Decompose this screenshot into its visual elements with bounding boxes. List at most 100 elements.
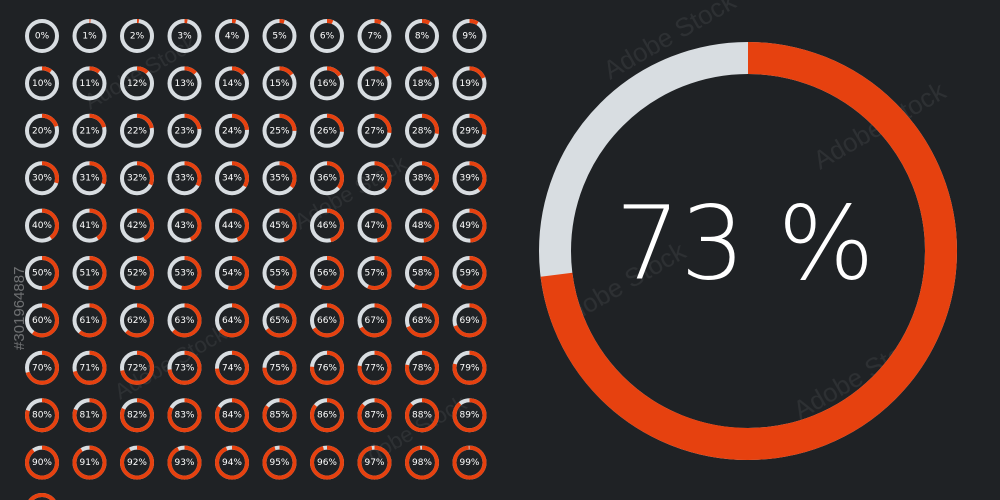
percent-ring-item: 36% [310,161,344,196]
percent-ring-progress [167,445,202,480]
percent-ring-progress [357,19,392,53]
percent-ring-progress [262,208,297,243]
percent-ring-item: 16% [310,66,344,101]
percent-ring-item: 38% [405,161,439,196]
percent-ring-progress [25,113,59,148]
percent-ring-item: 99% [452,445,487,480]
percent-ring-label: 21% [79,126,99,136]
percent-ring-item: 86% [310,398,344,433]
percent-ring-item: 89% [452,398,487,433]
percent-ring-label: 42% [127,221,147,231]
percent-ring-item: 14% [215,66,249,101]
percent-ring-label: 87% [364,411,384,421]
percent-ring-label: 57% [364,269,384,279]
percent-ring-item: 73% [167,350,202,385]
percent-ring-item: 67% [357,303,392,338]
percent-ring-label: 31% [79,174,99,184]
percent-ring-progress [25,256,59,290]
percent-ring-label: 48% [412,221,432,231]
watermark-id: #301964887 [11,267,28,350]
percent-ring-label: 55% [269,269,289,279]
percent-ring-item: 70% [25,350,59,385]
percent-ring-progress [262,350,297,385]
percent-ring-label: 60% [32,316,52,326]
percent-ring-label: 97% [364,458,384,468]
percent-ring-label: 23% [174,126,194,136]
percent-ring-progress [215,19,249,53]
percent-ring-label: 70% [32,363,52,373]
percent-ring-label: 22% [127,126,147,136]
percent-ring-label: 59% [459,269,479,279]
percent-ring-progress [167,303,202,338]
percent-ring-item: 72% [120,350,154,385]
percent-ring-progress [262,256,297,290]
percent-ring-progress [405,350,439,385]
percent-ring-label: 80% [32,411,52,421]
percent-ring-item: 76% [310,350,344,385]
percent-ring-progress [452,398,487,433]
percent-ring-progress [310,445,344,480]
percent-ring-progress [405,113,439,148]
percent-ring-label: 19% [459,79,479,89]
percent-ring-progress [215,445,249,480]
percent-ring-progress [25,208,59,243]
percent-ring-label: 54% [222,269,242,279]
percent-ring-item: 63% [167,303,202,338]
percent-ring-item: 74% [215,350,249,385]
percent-ring-label: 83% [174,411,194,421]
percent-ring-label: 12% [127,79,147,89]
percent-ring-label: 15% [269,79,289,89]
percent-ring-label: 99% [459,458,479,468]
percent-ring-label: 24% [222,126,242,136]
percent-ring-progress [310,256,344,290]
percent-ring-item: 77% [357,350,392,385]
percent-ring-item: 97% [357,445,392,480]
percent-ring-label: 89% [459,411,479,421]
percent-ring-label: 51% [79,269,99,279]
percent-ring-label: 71% [79,363,99,373]
percent-ring-item: 45% [262,208,297,243]
percent-ring-progress [120,19,154,53]
percent-ring-progress [452,350,487,385]
percent-ring-progress [25,66,59,101]
percent-ring-label: 20% [32,126,52,136]
percent-ring-label: 90% [32,458,52,468]
percent-ring-item: 23% [167,113,202,148]
percent-ring-item: 28% [405,113,439,148]
percent-ring-item: 58% [405,256,439,290]
percent-ring-item: 100% [25,493,59,500]
percent-ring-item: 46% [310,208,344,243]
percent-ring-item: 87% [357,398,392,433]
percent-ring-label: 41% [79,221,99,231]
featured-ring: 73 % [539,42,957,460]
percent-ring-label: 14% [222,79,242,89]
percent-ring-progress [25,493,59,500]
percent-ring-progress [72,208,107,243]
percent-ring-label: 73% [174,363,194,373]
percent-ring-item: 34% [215,161,249,196]
percent-ring-progress [357,113,392,148]
percent-ring-progress [452,113,487,148]
percent-ring-item: 12% [120,66,154,101]
percent-ring-progress [405,256,439,290]
percent-ring-item: 27% [357,113,392,148]
featured-ring-progress [539,42,957,460]
percent-ring-progress [452,445,487,480]
percent-ring-progress [357,208,392,243]
percent-ring-label: 52% [127,269,147,279]
percent-ring-progress [215,398,249,433]
percent-ring-label: 72% [127,363,147,373]
percent-ring-progress [405,398,439,433]
percent-ring-item: 55% [262,256,297,290]
percent-ring-progress [310,398,344,433]
percent-ring-item: 18% [405,66,439,101]
percent-ring-item: 7% [357,19,392,53]
percent-ring-label: 18% [412,79,432,89]
percent-ring-progress [72,161,107,196]
percent-ring-progress [215,256,249,290]
percent-ring-progress [357,256,392,290]
percent-ring-item: 54% [215,256,249,290]
percent-ring-item: 60% [25,303,59,338]
percent-ring-item: 50% [25,256,59,290]
